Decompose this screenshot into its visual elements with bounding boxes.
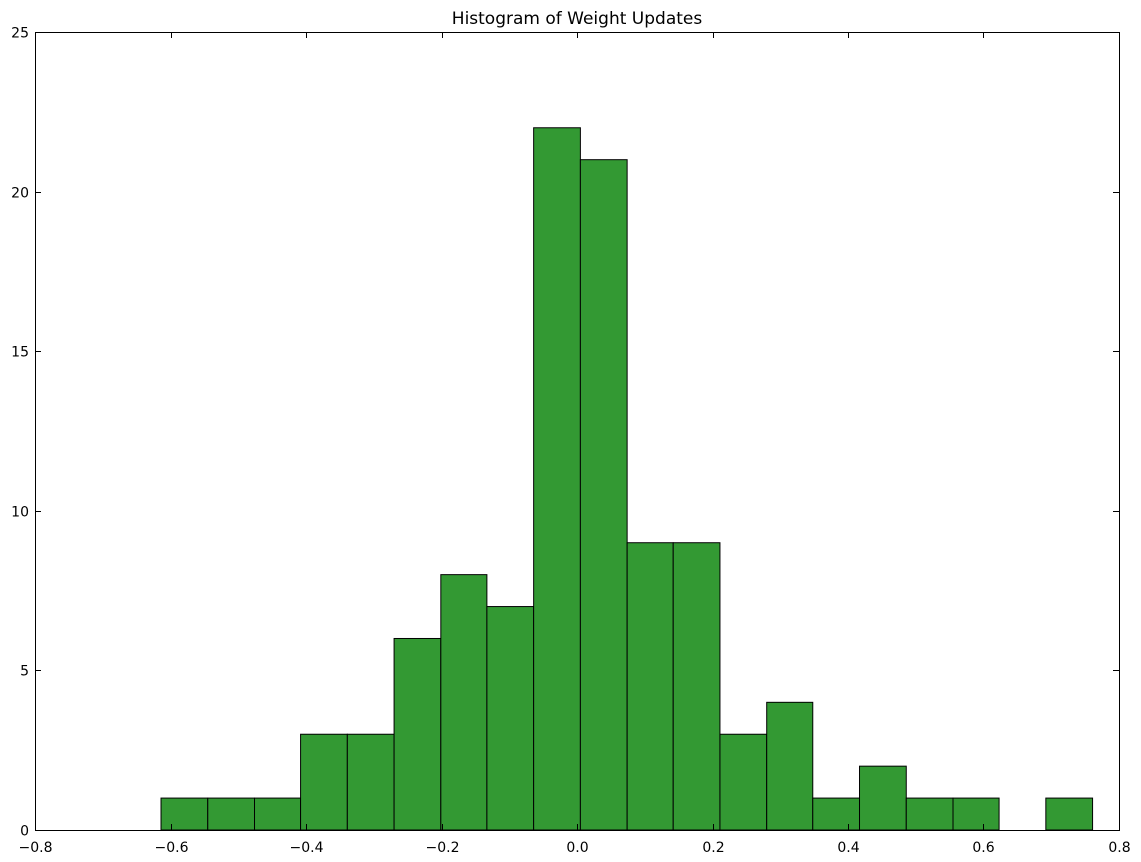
x-tick-label-5: 0.2: [702, 840, 724, 856]
x-tick-label-0: −0.8: [19, 840, 53, 856]
x-tick-label-8: 0.8: [1108, 840, 1130, 856]
histogram-bar-5: [393, 637, 442, 831]
histogram-bar-14: [812, 797, 861, 831]
histogram-bar-7: [486, 606, 535, 831]
y-tick-label-4: 20: [11, 186, 29, 202]
x-tick-label-2: −0.4: [290, 840, 324, 856]
histogram-bar-12: [719, 733, 768, 831]
x-tick-label-3: −0.2: [426, 840, 460, 856]
histogram-bar-6: [440, 574, 488, 831]
y-tick-label-5: 25: [11, 26, 29, 42]
histogram-bar-19: [1045, 797, 1094, 831]
plot-frame: [35, 32, 1120, 831]
histogram-bar-2: [254, 797, 302, 831]
histogram-bar-15: [859, 765, 907, 831]
histogram-bar-3: [300, 733, 348, 831]
histogram-bar-11: [672, 542, 721, 831]
histogram-bar-13: [766, 701, 814, 831]
x-tick-label-6: 0.4: [837, 840, 859, 856]
histogram-bar-17: [952, 797, 1000, 831]
y-tick-label-2: 10: [11, 505, 29, 521]
y-tick-label-3: 15: [11, 345, 29, 361]
bars-group: [160, 127, 1094, 831]
x-tick-label-1: −0.6: [155, 840, 189, 856]
histogram-bar-10: [626, 542, 674, 831]
histogram-bar-8: [533, 127, 581, 831]
x-tick-label-4: 0.0: [566, 840, 588, 856]
histogram-bar-16: [905, 797, 954, 831]
x-tick-label-7: 0.6: [972, 840, 994, 856]
histogram-bar-4: [346, 733, 395, 831]
tick-labels-group: −0.8 −0.6 −0.4 −0.2 0.0 0.2 0.4 0.6 0.8 0 5 10 15 20 2…: [11, 26, 1130, 857]
y-tick-label-0: 0: [20, 824, 29, 840]
chart-title: Histogram of Weight Updates: [452, 9, 703, 29]
histogram-bar-9: [579, 159, 628, 831]
histogram-bar-1: [207, 797, 256, 831]
histogram-bar-0: [160, 797, 209, 831]
y-tick-label-1: 5: [20, 664, 29, 680]
